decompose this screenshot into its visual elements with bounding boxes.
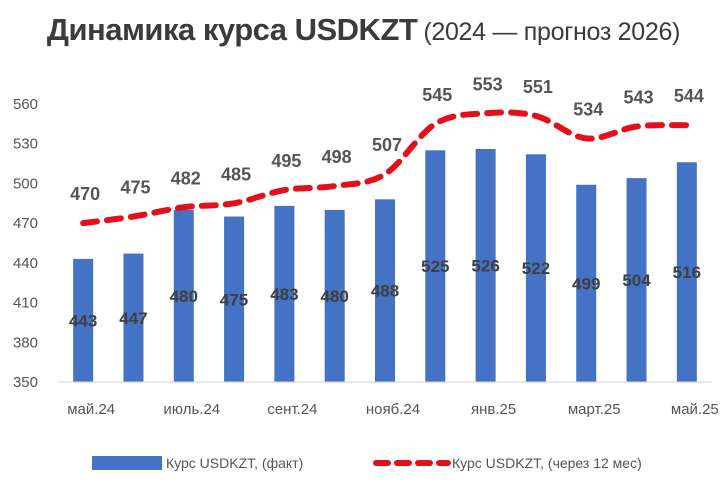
- x-tick-label: июль.24: [163, 401, 220, 418]
- bar-value-label: 516: [673, 263, 701, 282]
- x-tick-label: май.24: [67, 401, 115, 418]
- bar: [475, 149, 496, 382]
- line-value-label: 482: [171, 168, 201, 188]
- bar-labels: 443 447 480 475 483 480 488 525 526 522 499 504 516: [69, 257, 701, 331]
- bar: [576, 184, 597, 382]
- bar-value-label: 483: [270, 285, 298, 304]
- chart-title-main: Динамика курса USDKZT: [46, 12, 418, 47]
- line-value-label: 551: [523, 77, 553, 97]
- bar-value-label: 475: [220, 290, 248, 309]
- line-value-label: 475: [120, 178, 150, 198]
- chart-title: Динамика курса USDKZT (2024 — прогноз 202…: [0, 12, 727, 48]
- bar-value-label: 480: [170, 287, 198, 306]
- line-value-label: 495: [271, 151, 301, 171]
- y-tick-label: 350: [13, 374, 38, 391]
- legend-line-label: Курс USDKZT, (через 12 мес): [452, 455, 642, 471]
- x-tick-label: нояб.24: [366, 401, 420, 418]
- line-value-label: 534: [573, 99, 603, 119]
- y-tick-label: 470: [13, 215, 38, 232]
- x-tick-label: май.25: [671, 401, 719, 418]
- bar-value-label: 443: [69, 311, 97, 330]
- line-value-label: 543: [624, 88, 654, 108]
- y-tick-label: 560: [13, 96, 38, 113]
- bar: [123, 253, 144, 382]
- y-tick-label: 530: [13, 136, 38, 153]
- y-tick-label: 380: [13, 334, 38, 351]
- bar: [73, 258, 94, 382]
- y-tick-label: 500: [13, 175, 38, 192]
- line-value-label: 507: [372, 135, 402, 155]
- line-value-label: 498: [322, 147, 352, 167]
- line-series: [80, 109, 690, 227]
- bar: [676, 162, 697, 382]
- line-value-label: 545: [422, 85, 452, 105]
- x-tick-label: март.25: [568, 401, 621, 418]
- line-value-label: 485: [221, 164, 251, 184]
- y-tick-label: 410: [13, 295, 38, 312]
- bar: [274, 205, 295, 382]
- bar: [425, 150, 446, 382]
- bar: [173, 209, 194, 382]
- bar: [525, 154, 546, 382]
- x-tick-label: сент.24: [267, 401, 317, 418]
- chart-subtitle: (2024 — прогноз 2026): [423, 18, 681, 46]
- line-value-label: 544: [674, 86, 704, 106]
- bar-value-label: 504: [622, 271, 651, 290]
- bar-value-label: 488: [371, 282, 399, 301]
- bar-value-label: 447: [119, 309, 147, 328]
- line-value-label: 553: [473, 74, 503, 94]
- bar-value-label: 499: [572, 274, 600, 293]
- y-tick-label: 440: [13, 255, 38, 272]
- bar-value-label: 525: [421, 257, 449, 276]
- legend-bar-swatch: [92, 456, 162, 470]
- legend-bar-label: Курс USDKZT, (факт): [166, 455, 303, 471]
- bar-value-label: 480: [321, 287, 349, 306]
- bar-value-label: 526: [471, 257, 499, 276]
- bar: [324, 209, 345, 382]
- y-axis-labels: 350 380 410 440 470 500 530 560: [13, 96, 38, 391]
- x-axis-labels: май.24 июль.24 сент.24 нояб.24 янв.25 март.25…: [67, 401, 719, 418]
- bar: [224, 216, 245, 382]
- bar-value-label: 522: [522, 259, 550, 278]
- line-labels: 470 475 482 485 495 498 507 545 553 551 534 543 544: [70, 74, 704, 204]
- bar: [626, 178, 647, 382]
- bar: [375, 199, 395, 382]
- bar-series: [73, 149, 697, 382]
- line-value-label: 470: [70, 184, 100, 204]
- forecast-line: [80, 109, 690, 227]
- x-tick-label: янв.25: [471, 401, 516, 418]
- legend: Курс USDKZT, (факт) Курс USDKZT, (через …: [92, 455, 642, 471]
